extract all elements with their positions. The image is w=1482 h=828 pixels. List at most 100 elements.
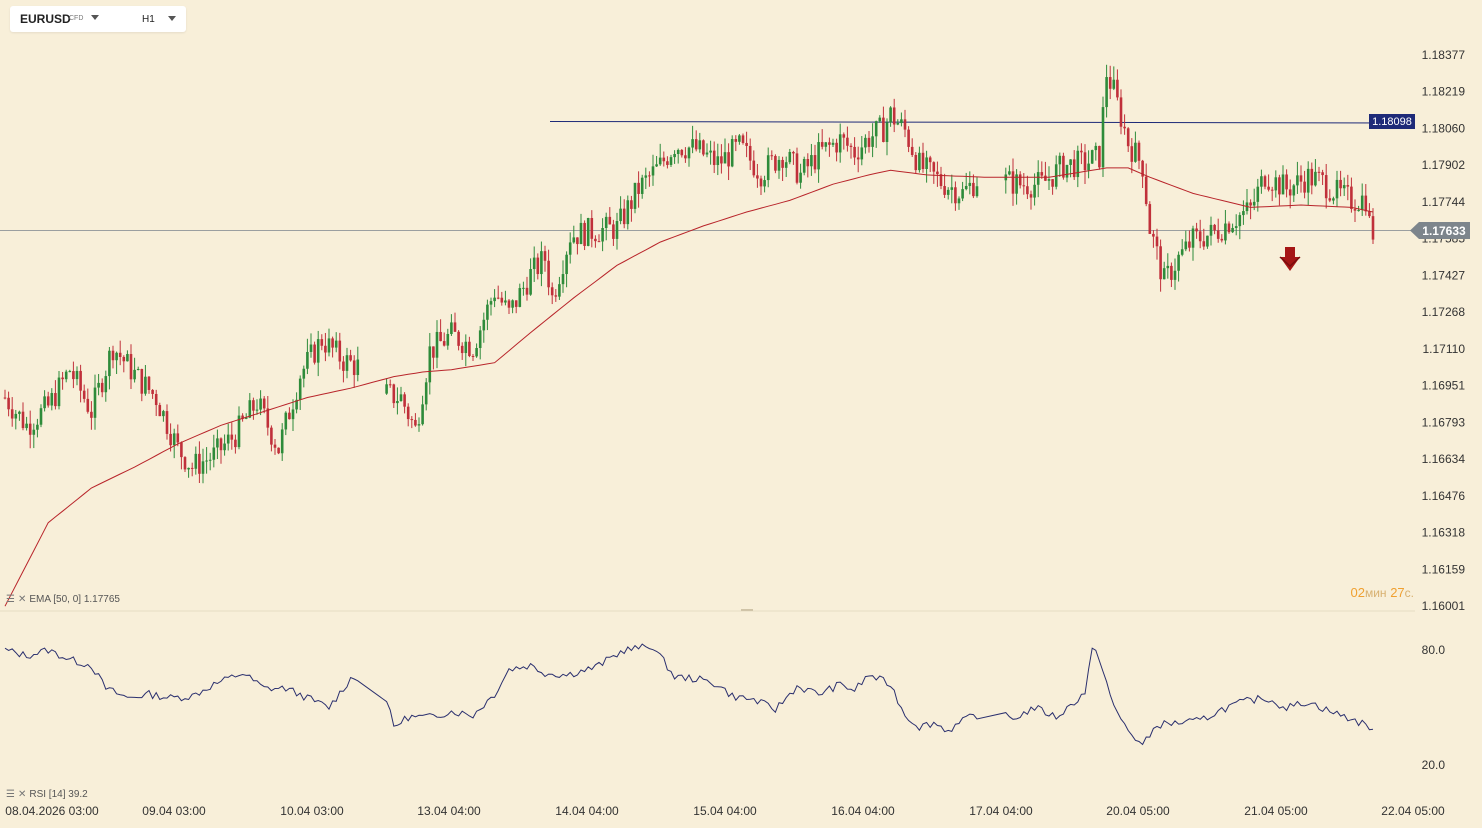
candle-body[interactable]	[619, 208, 622, 222]
candle-body[interactable]	[1177, 254, 1180, 271]
candle-body[interactable]	[205, 460, 208, 462]
candle-body[interactable]	[1029, 194, 1033, 198]
candle-body[interactable]	[828, 142, 831, 145]
candle-body[interactable]	[586, 218, 590, 246]
pane-resize-handle[interactable]	[741, 609, 753, 611]
candle-body[interactable]	[151, 389, 154, 394]
candle-body[interactable]	[154, 393, 158, 406]
candle-body[interactable]	[1317, 171, 1321, 173]
candle-body[interactable]	[712, 150, 716, 166]
candle-body[interactable]	[928, 157, 932, 163]
candle-body[interactable]	[1202, 241, 1206, 247]
candle-body[interactable]	[1022, 185, 1026, 187]
candle-body[interactable]	[327, 338, 331, 353]
candle-body[interactable]	[252, 400, 255, 411]
candle-body[interactable]	[939, 174, 943, 187]
candle-body[interactable]	[1357, 210, 1360, 212]
candle-body[interactable]	[342, 361, 345, 371]
candle-body[interactable]	[1184, 241, 1188, 250]
candle-body[interactable]	[752, 160, 756, 176]
candle-body[interactable]	[298, 378, 302, 400]
candle-body[interactable]	[759, 178, 763, 187]
candle-body[interactable]	[1119, 97, 1123, 127]
candle-body[interactable]	[525, 287, 529, 295]
candle-body[interactable]	[1008, 171, 1011, 175]
candle-body[interactable]	[1090, 150, 1094, 164]
candle-body[interactable]	[237, 415, 241, 448]
candle-body[interactable]	[410, 419, 414, 421]
candle-body[interactable]	[673, 154, 676, 158]
candle-body[interactable]	[597, 241, 601, 243]
candle-body[interactable]	[1278, 177, 1281, 195]
candle-body[interactable]	[432, 346, 435, 358]
candle-body[interactable]	[1353, 209, 1357, 211]
candle-body[interactable]	[1281, 174, 1285, 195]
candle-body[interactable]	[684, 155, 687, 159]
candle-body[interactable]	[1137, 142, 1141, 161]
candle-body[interactable]	[212, 447, 216, 460]
candle-body[interactable]	[1224, 223, 1227, 241]
candle-body[interactable]	[61, 377, 64, 380]
chevron-down-icon[interactable]	[91, 15, 99, 20]
symbol-selector[interactable]: EURUSD CFD H1	[10, 6, 186, 32]
candle-body[interactable]	[1227, 223, 1231, 233]
close-icon[interactable]: ✕	[17, 594, 27, 605]
candle-body[interactable]	[644, 175, 648, 178]
candle-body[interactable]	[262, 398, 266, 409]
candle-body[interactable]	[615, 221, 619, 239]
candle-body[interactable]	[1288, 189, 1292, 196]
candle-body[interactable]	[1065, 164, 1069, 178]
candle-body[interactable]	[18, 411, 21, 414]
candle-body[interactable]	[468, 341, 471, 356]
candle-body[interactable]	[277, 447, 280, 454]
candle-body[interactable]	[324, 345, 327, 353]
candle-body[interactable]	[532, 257, 536, 270]
candle-body[interactable]	[1213, 224, 1216, 231]
candle-body[interactable]	[1285, 174, 1288, 190]
candles[interactable]	[3, 64, 1375, 484]
candle-body[interactable]	[1080, 150, 1083, 153]
candle-body[interactable]	[144, 376, 147, 394]
candle-body[interactable]	[1162, 268, 1166, 280]
candle-body[interactable]	[846, 137, 849, 146]
candle-body[interactable]	[129, 354, 133, 380]
candle-body[interactable]	[1364, 195, 1368, 212]
candle-body[interactable]	[1126, 128, 1130, 147]
candle-body[interactable]	[853, 146, 856, 158]
candle-body[interactable]	[637, 182, 640, 194]
candle-body[interactable]	[558, 284, 561, 297]
candle-body[interactable]	[176, 433, 180, 443]
candle-body[interactable]	[201, 461, 205, 474]
candle-body[interactable]	[968, 182, 972, 186]
candle-body[interactable]	[14, 413, 18, 419]
candle-body[interactable]	[777, 159, 781, 171]
candle-body[interactable]	[802, 159, 806, 173]
candle-body[interactable]	[788, 151, 792, 163]
candle-body[interactable]	[838, 134, 842, 153]
candle-body[interactable]	[43, 396, 46, 409]
candle-body[interactable]	[511, 300, 514, 308]
candle-body[interactable]	[1018, 174, 1022, 186]
candle-body[interactable]	[972, 182, 975, 197]
candle-body[interactable]	[727, 152, 730, 167]
candle-body[interactable]	[1360, 195, 1364, 211]
candle-body[interactable]	[630, 200, 633, 209]
candle-body[interactable]	[1134, 142, 1137, 162]
candle-body[interactable]	[1256, 186, 1260, 202]
candle-body[interactable]	[910, 146, 914, 155]
candle-body[interactable]	[140, 368, 144, 394]
candle-body[interactable]	[1116, 79, 1119, 98]
candle-body[interactable]	[1036, 172, 1040, 185]
candle-body[interactable]	[669, 157, 673, 165]
candle-body[interactable]	[1155, 236, 1159, 247]
candle-body[interactable]	[309, 344, 313, 352]
candle-body[interactable]	[1173, 270, 1177, 280]
candle-body[interactable]	[601, 228, 604, 242]
candle-body[interactable]	[824, 142, 828, 147]
candle-body[interactable]	[849, 145, 853, 147]
candle-body[interactable]	[1303, 181, 1306, 193]
candle-body[interactable]	[554, 295, 558, 297]
candle-body[interactable]	[730, 139, 734, 167]
candle-body[interactable]	[97, 382, 100, 388]
candle-body[interactable]	[748, 145, 752, 161]
